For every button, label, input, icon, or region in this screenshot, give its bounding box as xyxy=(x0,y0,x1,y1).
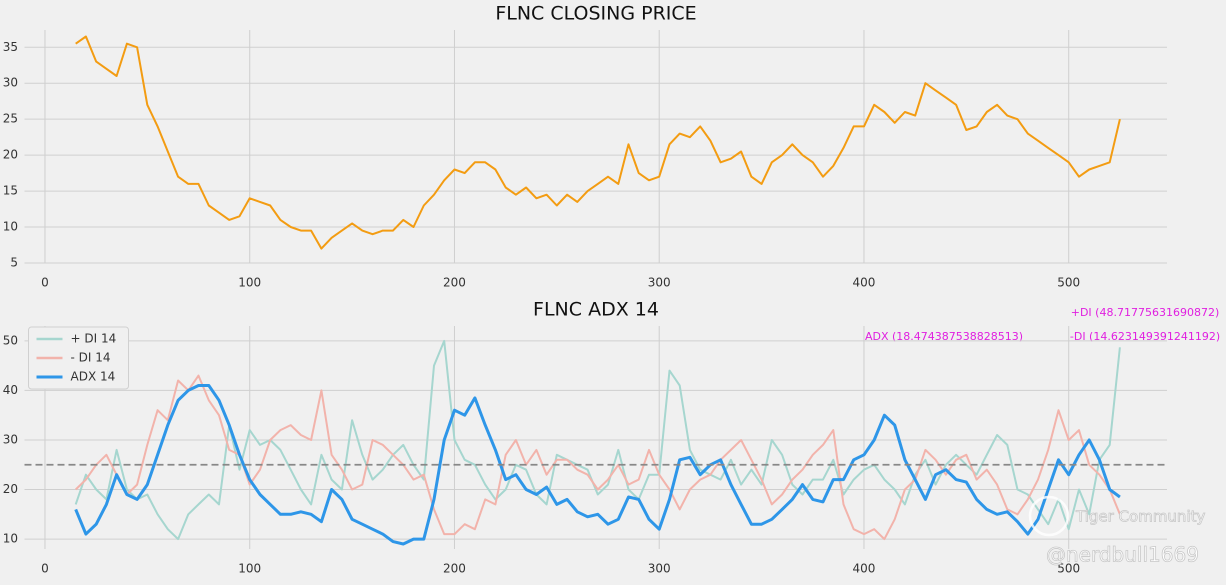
y-tick-label: 25 xyxy=(3,112,18,126)
watermark: Tiger Community @nerdbull1669 xyxy=(1028,495,1206,567)
y-tick-label: 30 xyxy=(3,432,18,446)
legend-box xyxy=(28,326,129,390)
x-tick-label: 200 xyxy=(443,276,466,290)
annotation: ADX (18.474387538828513) xyxy=(865,330,1023,343)
watermark-text: @nerdbull1669 xyxy=(1046,543,1199,567)
grid xyxy=(24,30,1167,549)
y-tick-label: 5 xyxy=(10,256,18,270)
x-tick-label: 500 xyxy=(1057,562,1080,576)
legend-label: - DI 14 xyxy=(71,351,111,365)
x-tick-label: 500 xyxy=(1057,276,1080,290)
y-tick-label: 20 xyxy=(3,148,18,162)
legend-label: + DI 14 xyxy=(71,332,117,346)
x-tick-label: 300 xyxy=(648,562,671,576)
x-tick-label: 100 xyxy=(238,276,261,290)
x-tick-label: 0 xyxy=(41,276,49,290)
watermark-text: Tiger Community xyxy=(1075,508,1205,526)
watermark-logo xyxy=(1028,495,1070,537)
y-tick-label: 35 xyxy=(3,40,18,54)
y-tick-label: 30 xyxy=(3,76,18,90)
y-tick-label: 10 xyxy=(3,532,18,546)
chart-title: FLNC CLOSING PRICE xyxy=(495,3,696,25)
y-tick-label: 50 xyxy=(3,333,18,347)
y-tick-label: 20 xyxy=(3,482,18,496)
chart-title: FLNC ADX 14 xyxy=(533,299,659,321)
marks xyxy=(74,35,1121,546)
legend: + DI 14 - DI 14 ADX 14 xyxy=(28,326,129,390)
x-tick-label: 300 xyxy=(648,276,671,290)
line-series xyxy=(74,384,1121,546)
x-tick-label: 400 xyxy=(853,562,876,576)
y-tick-label: 10 xyxy=(3,220,18,234)
legend-label: ADX 14 xyxy=(71,370,116,384)
line-series xyxy=(74,339,1121,541)
y-tick-label: 40 xyxy=(3,383,18,397)
annotation: -DI (14.623149391241192) xyxy=(1070,330,1220,343)
x-tick-label: 400 xyxy=(853,276,876,290)
overlay: + DI 14 - DI 14 ADX 14 xyxy=(24,326,1167,466)
x-tick-label: 0 xyxy=(41,562,49,576)
line-series xyxy=(75,35,1121,250)
y-tick-label: 15 xyxy=(3,184,18,198)
line-series xyxy=(75,374,1121,541)
annotation: +DI (48.71775631690872) xyxy=(1071,306,1219,319)
x-tick-label: 200 xyxy=(443,562,466,576)
x-tick-label: 100 xyxy=(238,562,261,576)
